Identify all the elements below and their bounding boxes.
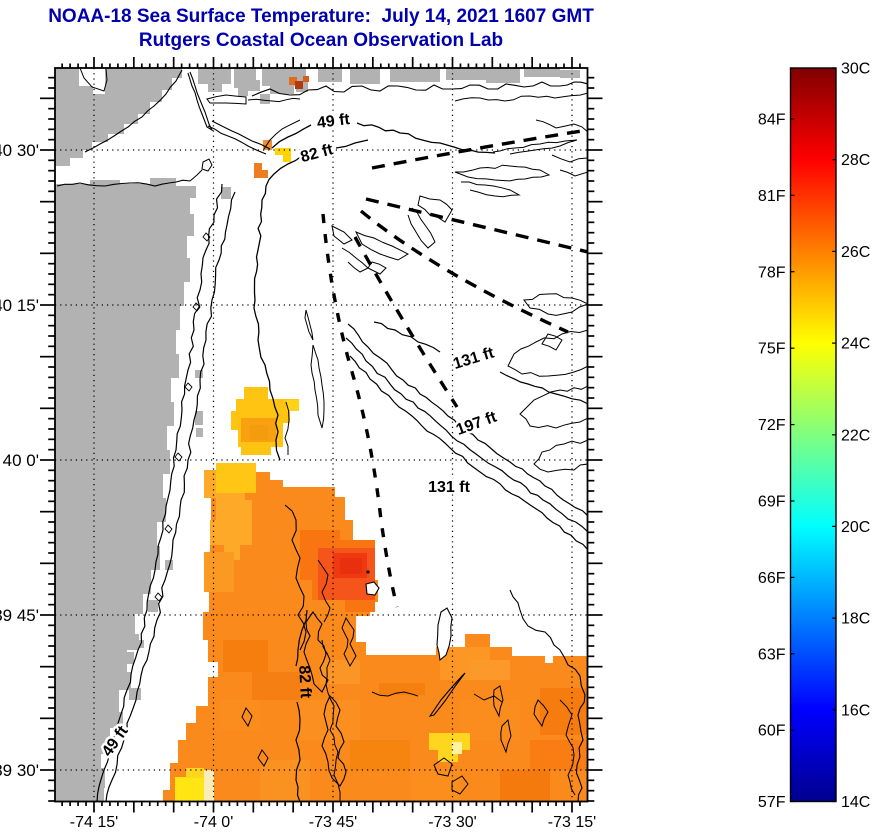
- svg-text:82 ft: 82 ft: [295, 665, 314, 699]
- svg-text:66F: 66F: [758, 570, 786, 587]
- svg-text:28C: 28C: [841, 152, 870, 169]
- svg-text:39 45': 39 45': [0, 606, 39, 625]
- svg-text:22C: 22C: [841, 427, 870, 444]
- svg-text:-73 30': -73 30': [428, 814, 476, 831]
- svg-text:Rutgers Coastal Ocean Observat: Rutgers Coastal Ocean Observation Lab: [139, 30, 503, 51]
- svg-text:30C: 30C: [841, 61, 870, 78]
- svg-text:131 ft: 131 ft: [428, 479, 470, 496]
- svg-text:40 0': 40 0': [3, 451, 39, 470]
- svg-text:69F: 69F: [758, 493, 786, 510]
- svg-text:26C: 26C: [841, 244, 870, 261]
- svg-text:63F: 63F: [758, 646, 786, 663]
- svg-text:-74 0': -74 0': [194, 814, 234, 831]
- svg-text:75F: 75F: [758, 341, 786, 358]
- svg-text:84F: 84F: [758, 111, 786, 128]
- svg-text:18C: 18C: [841, 611, 870, 628]
- svg-text:-73 45': -73 45': [309, 814, 357, 831]
- svg-text:72F: 72F: [758, 417, 786, 434]
- svg-text:81F: 81F: [758, 188, 786, 205]
- svg-text:14C: 14C: [841, 794, 870, 811]
- svg-text:40 15': 40 15': [0, 296, 39, 315]
- svg-text:NOAA-18 Sea Surface Temperatur: NOAA-18 Sea Surface Temperature: July 14…: [48, 6, 594, 27]
- svg-text:60F: 60F: [758, 723, 786, 740]
- svg-text:-74 15': -74 15': [70, 814, 118, 831]
- svg-text:20C: 20C: [841, 519, 870, 536]
- svg-text:-73 15': -73 15': [548, 814, 596, 831]
- svg-text:24C: 24C: [841, 336, 870, 353]
- svg-text:57F: 57F: [758, 794, 786, 811]
- svg-text:16C: 16C: [841, 702, 870, 719]
- svg-text:78F: 78F: [758, 264, 786, 281]
- svg-text:39 30': 39 30': [0, 761, 39, 780]
- svg-text:40 30': 40 30': [0, 141, 39, 160]
